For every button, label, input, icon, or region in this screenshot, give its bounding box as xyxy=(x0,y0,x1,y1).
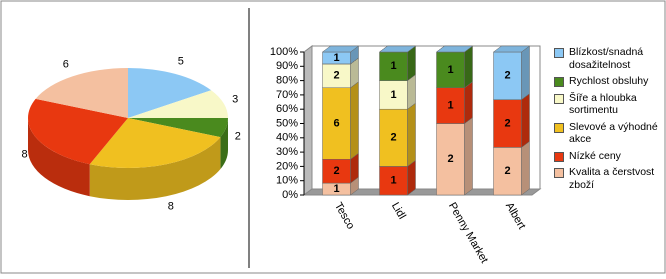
data-label: 8 xyxy=(21,149,27,161)
legend-swatch xyxy=(554,151,564,162)
bar-segment xyxy=(379,80,408,110)
y-tick-label: 70% xyxy=(276,89,298,101)
bar-segment xyxy=(493,147,522,196)
bar-top xyxy=(321,45,360,53)
y-tick-label: 90% xyxy=(276,60,298,72)
y-tick-label: 30% xyxy=(276,146,298,158)
bar-top xyxy=(435,45,474,53)
legend-item: Slevové a výhodné akce xyxy=(554,121,660,146)
bar-top xyxy=(492,45,531,53)
legend-item: Šíře a hloubka sortimentu xyxy=(554,92,660,117)
y-tick-label: 80% xyxy=(276,75,298,87)
bar-segment xyxy=(322,87,351,160)
data-label: 2 xyxy=(390,132,396,144)
pie-slice xyxy=(128,118,228,138)
bar-top xyxy=(378,45,417,53)
bar-side xyxy=(464,45,473,89)
legend-swatch xyxy=(554,168,564,178)
legend-item: Kvalita a čerstvost zboží xyxy=(554,166,660,191)
data-label: 2 xyxy=(447,153,453,165)
data-label: 6 xyxy=(333,117,339,129)
bar-side xyxy=(407,102,416,167)
pie-slice xyxy=(89,118,221,168)
data-label: 6 xyxy=(63,59,69,71)
data-label: 1 xyxy=(390,60,396,72)
bar-side xyxy=(464,81,473,124)
data-label: 2 xyxy=(504,70,510,82)
legend-item: Blízkost/snadná dosažitelnost xyxy=(554,46,660,71)
pie-side xyxy=(28,118,90,197)
legend-label: Slevové a výhodné akce xyxy=(569,120,658,146)
data-label: 2 xyxy=(504,165,510,177)
data-label: 1 xyxy=(390,175,396,187)
y-tick-label: 0% xyxy=(282,189,298,201)
y-tick-label: 100% xyxy=(270,46,298,58)
data-label: 8 xyxy=(168,201,174,213)
pie-slice xyxy=(128,68,212,118)
data-label: 2 xyxy=(504,117,510,129)
data-label: 3 xyxy=(232,93,238,105)
pie-slice xyxy=(28,98,129,165)
pie-side xyxy=(220,118,228,170)
legend-label: Nízké ceny xyxy=(569,149,621,162)
bar-segment xyxy=(493,99,522,148)
bar-side xyxy=(464,117,473,196)
pie-slice xyxy=(35,68,128,118)
bar-segment xyxy=(436,87,465,124)
bar-side xyxy=(521,93,530,148)
legend-label: Rychlost obsluhy xyxy=(569,75,649,87)
legend-swatch xyxy=(554,93,564,104)
data-label: 1 xyxy=(447,100,453,112)
legend-swatch xyxy=(554,122,564,133)
legend-swatch xyxy=(554,77,564,87)
legend-item: Rychlost obsluhy xyxy=(554,75,660,88)
legend-label: Blízkost/snadná dosažitelnost xyxy=(569,46,644,71)
data-label: 2 xyxy=(333,165,339,177)
data-label: 1 xyxy=(390,89,396,101)
bar-segment xyxy=(379,108,408,167)
bar-side xyxy=(521,140,530,196)
legend-item: Nízké ceny xyxy=(554,150,660,163)
y-tick-label: 60% xyxy=(276,103,298,115)
legend-label: Kvalita a čerstvost zboží xyxy=(569,166,655,191)
legend: Blízkost/snadná dosažitelnost Rychlost ob… xyxy=(554,46,660,195)
side-wall xyxy=(303,45,313,196)
data-label: 1 xyxy=(333,183,339,195)
data-label: 2 xyxy=(333,70,339,82)
data-label: 2 xyxy=(235,131,241,143)
bar-side xyxy=(350,81,359,160)
data-label: 1 xyxy=(333,52,339,64)
pie-side xyxy=(89,137,221,200)
data-label: 1 xyxy=(447,64,453,76)
bar-side xyxy=(521,45,530,101)
y-tick-label: 20% xyxy=(276,160,298,172)
bar-segment xyxy=(436,51,465,88)
y-tick-label: 40% xyxy=(276,132,298,144)
pie-slice xyxy=(128,90,228,118)
y-tick-label: 10% xyxy=(276,175,298,187)
legend-swatch xyxy=(554,48,564,58)
y-tick-label: 50% xyxy=(276,117,298,129)
legend-label: Šíře a hloubka sortimentu xyxy=(569,91,637,117)
data-label: 5 xyxy=(178,55,184,67)
